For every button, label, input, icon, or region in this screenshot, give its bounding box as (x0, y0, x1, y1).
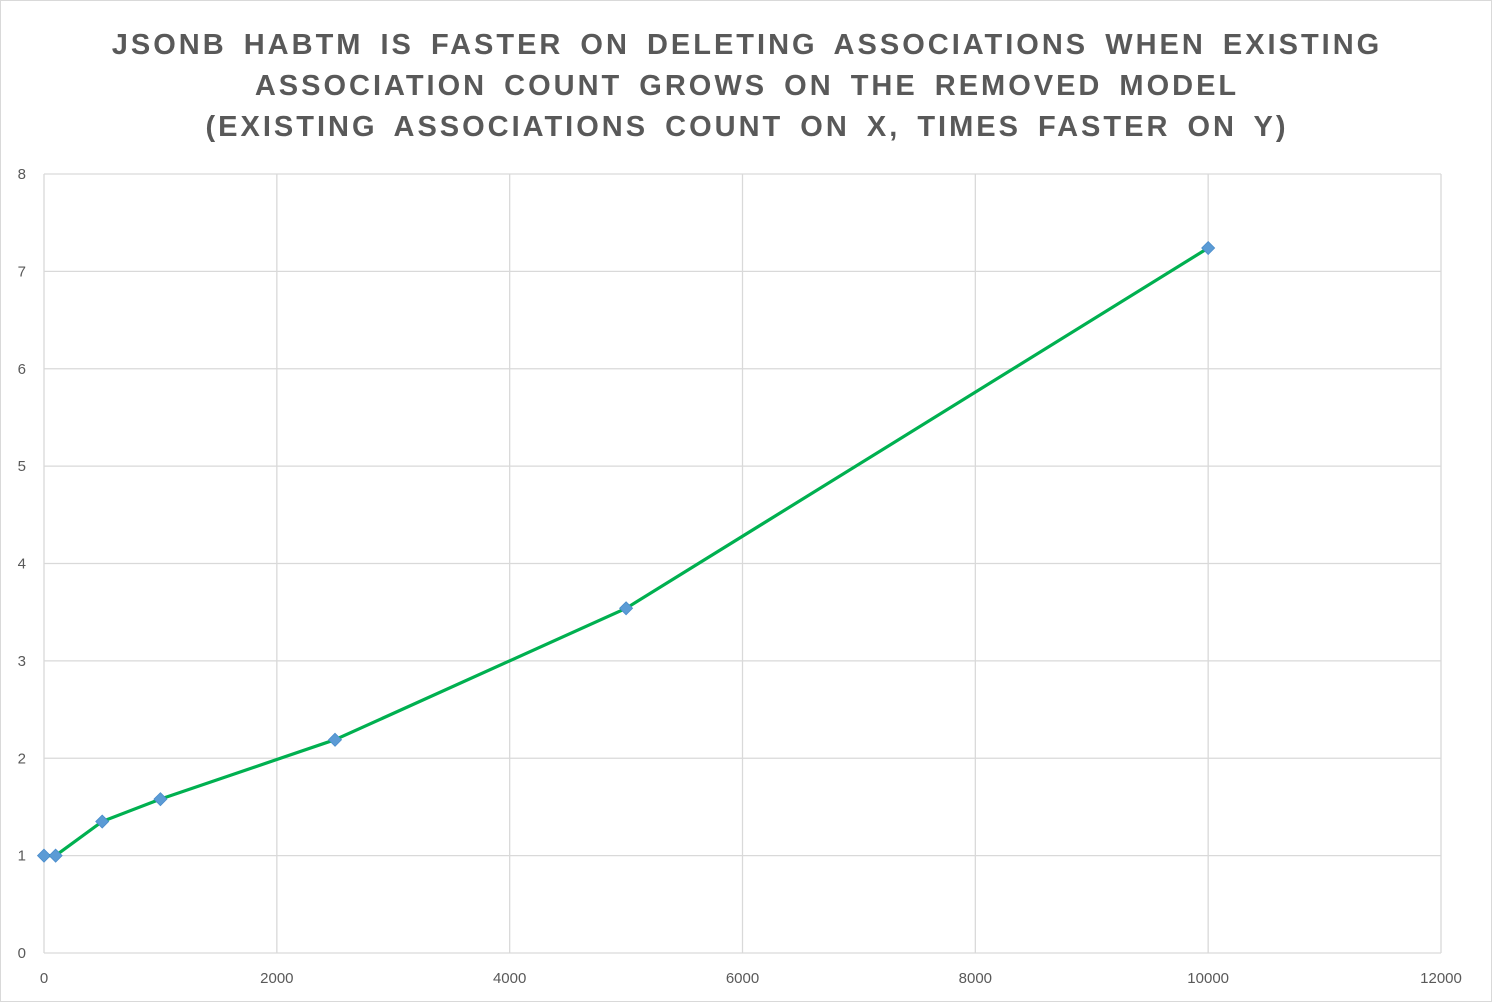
chart-title-line-1: JSONB HABTM IS FASTER ON DELETING ASSOCI… (111, 29, 1383, 61)
x-tick-label: 12000 (1420, 970, 1462, 987)
x-tick-label: 2000 (260, 970, 293, 987)
y-tick-label: 3 (18, 653, 26, 670)
chart-title: JSONB HABTM IS FASTER ON DELETING ASSOCI… (1, 25, 1492, 148)
y-tick-label: 8 (18, 166, 26, 183)
y-tick-label: 4 (18, 556, 26, 573)
data-point-marker (95, 814, 110, 829)
chart-title-line-3: (EXISTING ASSOCIATIONS COUNT ON X, TIMES… (205, 111, 1289, 143)
y-tick-label: 6 (18, 361, 26, 378)
data-point-marker (36, 848, 52, 863)
x-tick-label: 6000 (726, 970, 759, 987)
data-point-marker (48, 848, 63, 863)
x-tick-label: 10000 (1187, 970, 1229, 987)
y-tick-label: 7 (18, 263, 26, 280)
data-point-marker (619, 601, 634, 616)
chart-title-line-2: ASSOCIATION COUNT GROWS ON THE REMOVED M… (254, 70, 1240, 102)
data-point-marker (1201, 240, 1216, 256)
data-point-marker (327, 732, 343, 747)
series-line (42, 246, 1210, 858)
x-tick-label: 4000 (493, 970, 526, 987)
y-tick-label: 2 (18, 750, 26, 767)
x-tick-label: 0 (40, 970, 48, 987)
x-tick-label: 8000 (959, 970, 992, 987)
y-tick-label: 0 (18, 945, 26, 962)
data-point-marker (153, 792, 168, 807)
y-tick-label: 5 (18, 458, 26, 475)
y-tick-label: 1 (18, 848, 26, 865)
